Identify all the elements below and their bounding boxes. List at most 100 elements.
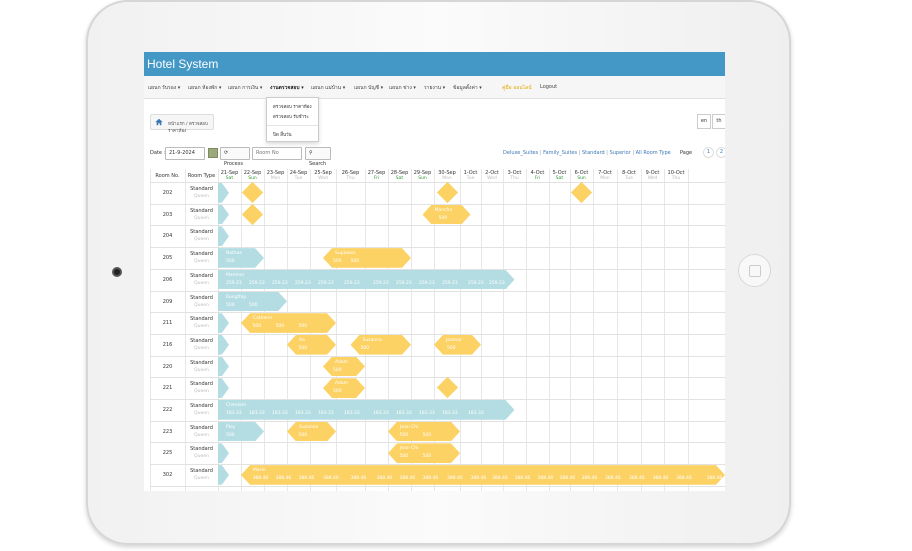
dropdown-item-day-close[interactable]: ปิด สิ้นวัน — [273, 133, 292, 138]
booking-bar[interactable]: Adam 500 — [323, 357, 365, 377]
booking-bar[interactable]: Ploy 500 — [218, 422, 264, 442]
weekday-header: Fri — [373, 176, 380, 181]
booking-bar[interactable]: Manmor 259.23 259.23 259.23 259.23 259.23 259.… — [218, 270, 515, 290]
tablet-home-button[interactable] — [738, 254, 771, 287]
room-type-link-standard[interactable]: Standard — [581, 150, 605, 156]
room-bed: Queen — [194, 345, 209, 351]
night-price: 500 — [438, 215, 448, 221]
booking-bar[interactable]: Adam 500 — [323, 378, 365, 398]
booking-bar[interactable]: Marin 388.46 388.46 388.46 388.46 388.46 388.4… — [241, 465, 725, 485]
dropdown-item-room-price[interactable]: ตรวจสอบ ราคาห้อง — [273, 105, 312, 110]
page-2-button[interactable]: 2 — [716, 147, 725, 158]
grid-vline — [688, 169, 689, 491]
nav-item-5[interactable]: แผนก บัญชี ▾ — [354, 85, 384, 91]
single-night-marker[interactable] — [241, 181, 264, 204]
night-price: 259.23 — [468, 280, 484, 286]
nav-item-7[interactable]: รายงาน ▾ — [424, 85, 446, 91]
header-divider — [150, 182, 725, 183]
night-price: 388.46 — [298, 476, 315, 482]
room-bed: Queen — [194, 389, 209, 395]
calendar-icon[interactable] — [208, 148, 218, 158]
date-input[interactable]: 21-9-2024 — [165, 147, 205, 160]
nav-item-8[interactable]: ข้อมูลตั้งค่า ▾ — [453, 85, 482, 91]
lang-th-button[interactable]: th — [712, 114, 725, 129]
room-search-input[interactable]: Room No — [252, 147, 302, 160]
night-price: 388.46 — [581, 476, 598, 482]
room-type: Standard — [190, 294, 213, 301]
nav-item-6[interactable]: แผนก ช่าง ▾ — [389, 85, 416, 91]
booking-bar[interactable]: Mancha 500 — [423, 205, 471, 225]
room-type-link-allroomtype[interactable]: All Room Type — [635, 150, 671, 156]
nav-item-0[interactable]: แผนก รับรอง ▾ — [148, 85, 181, 91]
booking-bar[interactable]: Jean Chi 500 500 — [388, 443, 460, 463]
booking-bar[interactable]: Suzanna 500 — [351, 335, 412, 355]
single-night-marker[interactable] — [436, 181, 458, 204]
booking-bar[interactable]: Nathan 500 — [218, 248, 264, 268]
night-price: 388.46 — [676, 476, 692, 482]
booking-bar[interactable]: Chenlam 183.33 183.33 183.33 183.33 183.33 183… — [218, 400, 515, 420]
night-price: 500 — [360, 345, 370, 351]
single-night-marker[interactable] — [436, 377, 458, 399]
weekday-header: Tue — [294, 176, 303, 181]
weekday-header: Sun — [577, 176, 586, 181]
nav-item-1[interactable]: แผนก ห้องพัก ▾ — [188, 85, 222, 91]
booking-bar[interactable]: Rungthip 500 500 — [218, 292, 287, 312]
date-header: 7-Oct — [598, 170, 612, 176]
nav-item-10[interactable]: Logout — [540, 84, 558, 90]
single-night-marker[interactable] — [241, 203, 264, 225]
single-night-marker[interactable] — [570, 181, 593, 204]
night-price: 388.46 — [275, 476, 292, 482]
date-header: 27-Sep — [367, 170, 386, 176]
link-separator: | — [604, 150, 610, 156]
booking-bar[interactable]: Joamar 500 — [434, 335, 481, 355]
night-price: 388.46 — [399, 476, 416, 482]
process-label: Process — [224, 161, 243, 167]
weekday-header: Sat — [395, 176, 404, 181]
grid-vline — [549, 169, 550, 491]
night-price: 388.46 — [422, 476, 439, 482]
row-divider — [150, 377, 725, 379]
booking-bar[interactable]: Supawan 500 500 — [323, 248, 411, 268]
nav-item-3[interactable]: งานตรวจสอบ ▾ — [270, 85, 304, 91]
weekday-header: Thu — [510, 176, 519, 181]
room-number: 225 — [162, 450, 173, 457]
night-price: 183.33 — [442, 411, 458, 416]
header-room-type: Room Type — [187, 173, 216, 179]
nav-item-4[interactable]: แผนก แม่บ้าน ▾ — [311, 85, 346, 91]
booking-bar[interactable]: Aa 500 — [287, 335, 336, 355]
grid-vline — [460, 169, 461, 491]
date-header: 2-Oct — [485, 170, 499, 176]
row-divider — [150, 247, 725, 249]
page-1-button[interactable]: 1 — [703, 147, 714, 158]
row-start-marker — [218, 334, 229, 355]
dropdown-item-payment[interactable]: ตรวจสอบ รับชำระ — [273, 115, 309, 120]
row-divider — [150, 268, 725, 270]
search-button[interactable]: ⚲ Search — [305, 147, 331, 167]
booking-bar[interactable]: Suzanne 500 — [287, 422, 336, 442]
search-label: Search — [309, 161, 327, 167]
home-icon[interactable] — [155, 118, 163, 126]
guest-name: Catherin — [253, 316, 273, 322]
night-price: 183.33 — [226, 411, 242, 416]
room-type: Standard — [190, 251, 213, 258]
process-button[interactable]: ⟳ Process — [220, 147, 250, 167]
guest-name: Adam — [335, 359, 348, 365]
row-divider — [150, 312, 725, 314]
room-type-link-superior[interactable]: Superior — [609, 150, 631, 156]
room-type-link-familysuites[interactable]: Family_Suites — [543, 150, 578, 156]
lang-en-button[interactable]: en — [697, 114, 711, 129]
link-separator: | — [577, 150, 582, 156]
night-price: 259.23 — [489, 280, 505, 286]
date-header: 10-Oct — [667, 170, 685, 176]
booking-bar[interactable]: Jean Chi 500 500 — [388, 422, 460, 442]
link-separator: | — [538, 150, 544, 156]
booking-bar[interactable]: Catherin 500 500 500 — [241, 313, 336, 333]
room-bed: Queen — [194, 237, 209, 243]
nav-item-2[interactable]: แผนก การเงิน ▾ — [228, 85, 263, 91]
night-price: 259.23 — [373, 280, 389, 286]
grid-vline — [526, 169, 527, 491]
room-type-links: Deluxe_Suites | Family_Suites | Standard… — [503, 150, 671, 156]
room-type-link-deluxesuites[interactable]: Deluxe_Suites — [503, 150, 539, 156]
search-icon: ⚲ — [309, 150, 313, 156]
nav-item-9[interactable]: คู่มือ ออนไลน์ — [502, 85, 532, 91]
